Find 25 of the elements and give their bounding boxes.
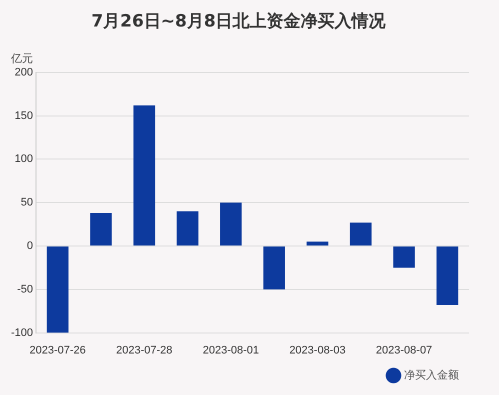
bar — [176, 211, 198, 246]
y-tick-label: 150 — [14, 110, 34, 122]
bar — [90, 213, 112, 246]
legend-label: 净买入金额 — [404, 368, 459, 382]
y-tick-label: -50 — [17, 283, 34, 296]
y-axis-title: 亿元 — [10, 52, 34, 65]
bar — [263, 246, 285, 290]
bar — [393, 246, 415, 268]
bar — [306, 242, 328, 246]
x-tick-label: 2023-07-28 — [116, 344, 172, 356]
y-tick-label: -100 — [10, 326, 34, 339]
bar — [133, 105, 156, 246]
x-tick-label: 2023-08-01 — [202, 344, 259, 356]
chart-title: 7月26日~8月8日北上资金净买入情况 — [91, 12, 387, 32]
bar — [436, 246, 458, 306]
y-tick-label: 0 — [26, 240, 34, 252]
y-tick-label: 100 — [14, 153, 34, 166]
bar — [46, 246, 68, 333]
x-tick-label: 2023-07-26 — [30, 344, 86, 356]
x-tick-label: 2023-08-03 — [289, 344, 346, 356]
y-tick-label: 200 — [14, 66, 34, 78]
y-tick-label: 50 — [20, 196, 34, 209]
bar — [350, 222, 372, 246]
bar — [220, 202, 242, 246]
x-tick-label: 2023-08-07 — [376, 344, 432, 356]
